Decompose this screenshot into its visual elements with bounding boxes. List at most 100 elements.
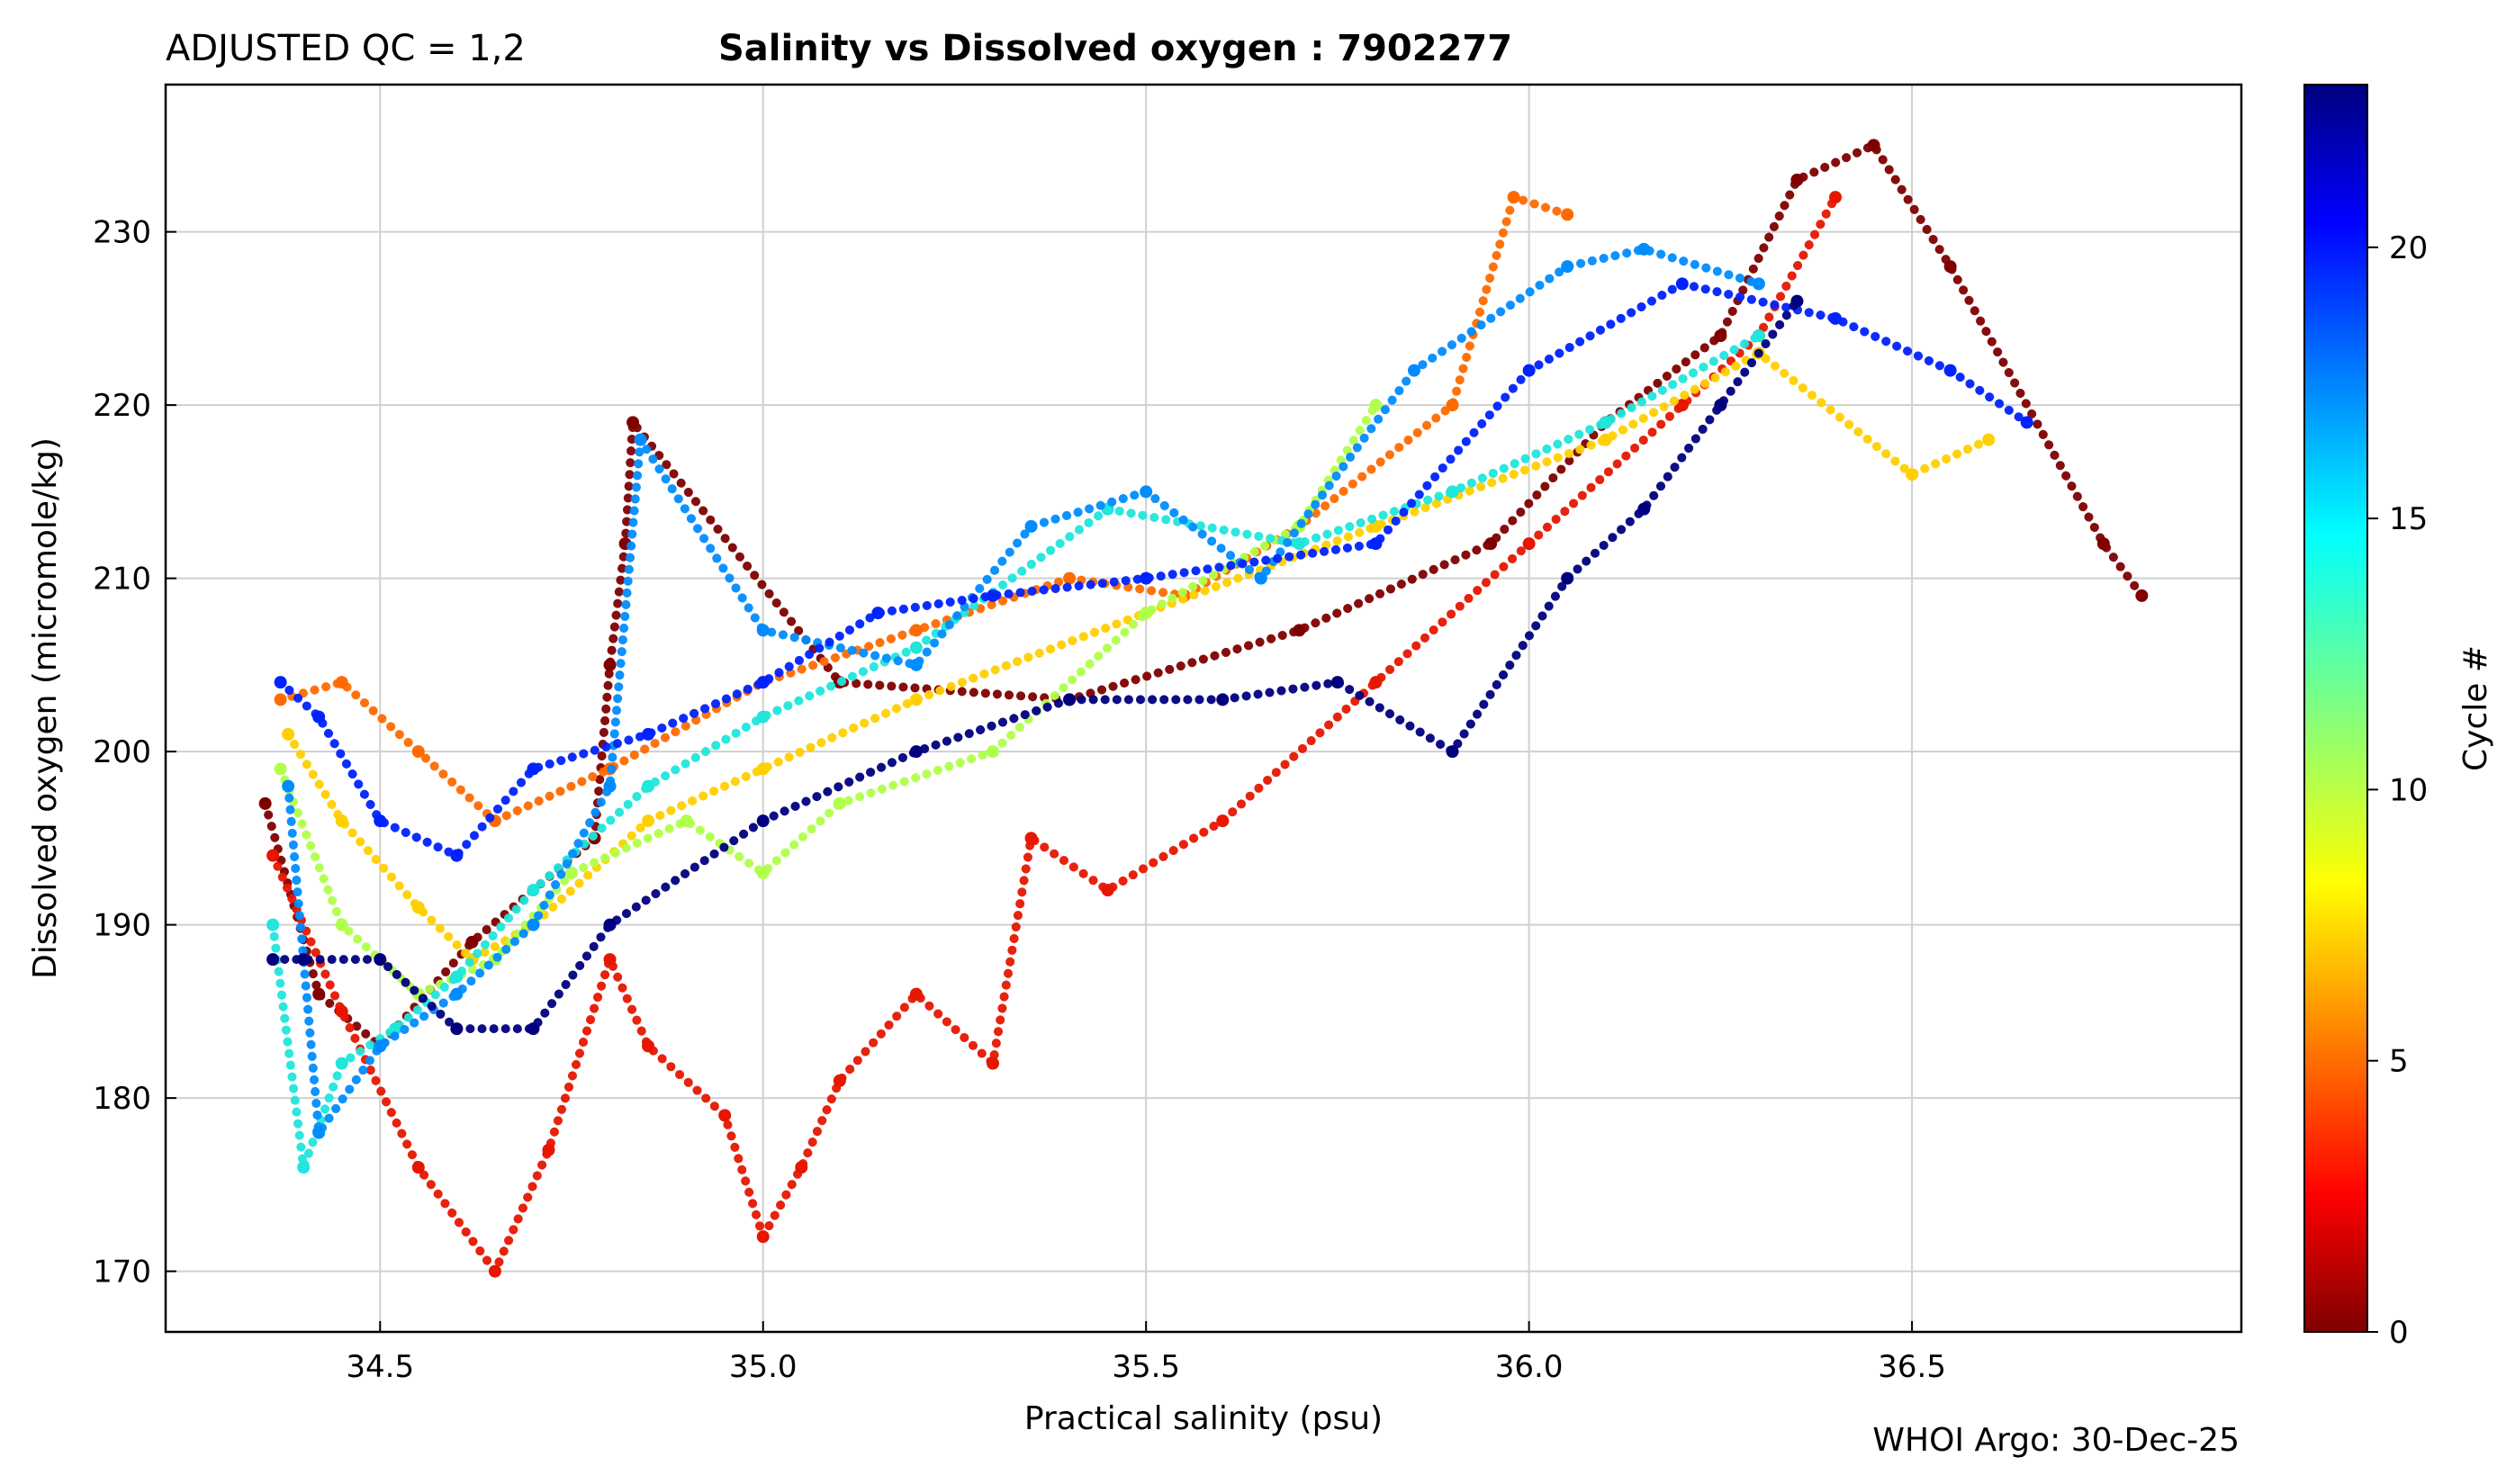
series-cycle-17 — [282, 242, 1765, 1139]
series-line — [275, 193, 1573, 826]
data-point — [1561, 260, 1574, 274]
data-point — [1906, 468, 1919, 481]
y-tick-label: 200 — [93, 734, 151, 770]
data-point — [642, 814, 655, 828]
data-point — [909, 987, 923, 1001]
data-series — [258, 139, 2149, 1278]
data-point — [1216, 693, 1230, 706]
y-tick-label: 180 — [93, 1081, 151, 1117]
data-point — [1829, 191, 1843, 204]
data-point — [642, 727, 655, 741]
data-point — [1507, 191, 1520, 204]
data-point — [335, 676, 348, 689]
data-point — [1330, 676, 1344, 689]
data-point — [527, 762, 540, 776]
data-point — [266, 953, 280, 967]
data-point — [1216, 814, 1230, 828]
data-point — [312, 1126, 326, 1139]
data-point — [1369, 399, 1383, 412]
x-tick-label: 36.5 — [1878, 1349, 1946, 1385]
data-point — [374, 953, 387, 967]
data-point — [1484, 537, 1498, 551]
data-point — [258, 796, 272, 810]
data-point — [1063, 693, 1077, 706]
data-point — [833, 1074, 846, 1087]
x-tick-label: 36.0 — [1495, 1349, 1564, 1385]
data-point — [282, 727, 295, 741]
chart-title: Salinity vs Dissolved oxygen : 7902277 — [718, 28, 1512, 69]
series-line — [284, 348, 1994, 965]
data-point — [527, 918, 540, 931]
series-cycle-10 — [274, 399, 1383, 1001]
data-point — [871, 607, 885, 620]
series-line — [268, 193, 1841, 1276]
data-point — [1446, 745, 1459, 759]
data-point — [1790, 173, 1804, 186]
data-point — [1599, 416, 1612, 429]
series-cycle-4 — [274, 191, 1574, 828]
y-tick-label: 220 — [93, 388, 151, 424]
data-point — [450, 849, 464, 862]
x-tick-label: 34.5 — [346, 1349, 414, 1385]
data-point — [756, 624, 770, 637]
data-point — [1599, 433, 1612, 446]
data-point — [1943, 260, 1957, 274]
colorbar-label: Cycle # — [2457, 645, 2494, 771]
data-point — [1522, 537, 1536, 551]
data-point — [1675, 277, 1689, 291]
data-point — [603, 953, 617, 967]
data-point — [274, 676, 287, 689]
x-axis-ticks: 34.5 35.0 35.5 36.0 36.5 — [346, 1321, 1946, 1385]
colorbar — [2303, 84, 2368, 1333]
data-point — [465, 935, 479, 949]
y-tick-label: 230 — [93, 215, 151, 251]
x-tick-label: 35.5 — [1112, 1349, 1180, 1385]
data-point — [1752, 329, 1765, 343]
data-point — [1369, 537, 1383, 551]
data-point — [297, 953, 311, 967]
grid-lines — [166, 85, 2241, 1332]
data-point — [1637, 502, 1651, 516]
data-point — [1140, 571, 1153, 585]
colorbar-tick-label: 20 — [2389, 230, 2428, 266]
data-point — [986, 1057, 999, 1070]
colorbar-ticks: 0 5 10 15 20 — [2367, 230, 2428, 1351]
data-point — [756, 710, 770, 724]
data-point — [1446, 399, 1459, 412]
data-point — [1293, 624, 1306, 637]
data-point — [756, 814, 770, 828]
data-point — [1867, 139, 1880, 152]
y-axis-label: Dissolved oxygen (micromole/kg) — [27, 437, 64, 979]
data-point — [1829, 311, 1843, 325]
data-point — [642, 1039, 655, 1053]
data-point — [274, 693, 287, 706]
data-point — [266, 849, 280, 862]
data-point — [634, 433, 647, 446]
data-point — [909, 693, 923, 706]
data-point — [1024, 519, 1038, 533]
data-point — [1982, 433, 1996, 446]
data-point — [488, 1264, 501, 1278]
data-point — [411, 901, 425, 914]
data-point — [986, 589, 999, 602]
colorbar-tick-label: 15 — [2389, 501, 2428, 537]
series-cycle-7 — [282, 346, 1996, 967]
data-point — [335, 1004, 348, 1018]
data-point — [1790, 294, 1804, 308]
series-line — [268, 296, 1802, 1034]
data-point — [2135, 589, 2149, 602]
plot-frame — [164, 83, 2243, 1334]
data-point — [833, 796, 846, 810]
data-point — [1637, 242, 1651, 256]
data-point — [1675, 399, 1689, 412]
data-point — [450, 987, 464, 1001]
data-point — [756, 762, 770, 776]
data-point — [1408, 364, 1421, 377]
data-point — [909, 624, 923, 637]
data-point — [542, 1143, 555, 1156]
data-point — [312, 710, 326, 724]
series-line — [275, 400, 1381, 999]
data-point — [603, 658, 617, 671]
data-point — [312, 987, 326, 1001]
data-point — [909, 641, 923, 654]
